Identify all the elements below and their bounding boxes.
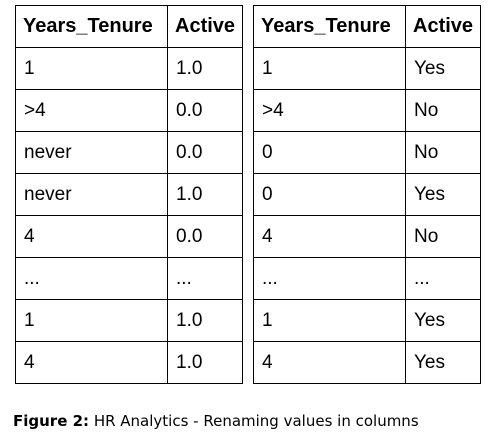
figure-caption-text: HR Analytics - Renaming values in column… [89,412,419,430]
table-row: never 1.0 [15,173,243,216]
table-row: >4 No [253,89,481,132]
table-row: 1 Yes [253,47,481,90]
cell-active: Yes [405,173,481,216]
column-header-years-tenure: Years_Tenure [253,5,406,48]
cell-active: 1.0 [167,299,243,342]
cell-active: 0.0 [167,215,243,258]
cell-years-tenure: 0 [253,131,406,174]
cell-years-tenure: >4 [15,89,168,132]
cell-active: 1.0 [167,173,243,216]
cell-active: 1.0 [167,47,243,90]
cell-years-tenure: 1 [253,299,406,342]
cell-years-tenure: >4 [253,89,406,132]
original-values-table: Years_Tenure Active 1 1.0 >4 0.0 never 0… [15,5,243,384]
cell-active: 0.0 [167,89,243,132]
table-row: 4 1.0 [15,341,243,384]
cell-years-tenure: never [15,131,168,174]
header-row: Years_Tenure Active [15,5,243,48]
cell-years-tenure: 0 [253,173,406,216]
cell-years-tenure: 4 [15,215,168,258]
cell-active: No [405,215,481,258]
cell-active: 0.0 [167,131,243,174]
cell-years-tenure: 4 [253,215,406,258]
table-row: ... ... [253,257,481,300]
table-row: never 0.0 [15,131,243,174]
column-header-active: Active [405,5,481,48]
table-row: 4 No [253,215,481,258]
table-row: 1 Yes [253,299,481,342]
cell-years-tenure: never [15,173,168,216]
table-row: 1 1.0 [15,47,243,90]
table-row: 1 1.0 [15,299,243,342]
column-header-years-tenure: Years_Tenure [15,5,168,48]
cell-years-tenure: ... [15,257,168,300]
cell-active: Yes [405,47,481,90]
cell-years-tenure: 1 [15,47,168,90]
table-row: 4 Yes [253,341,481,384]
column-header-active: Active [167,5,243,48]
cell-active: Yes [405,299,481,342]
table-row: ... ... [15,257,243,300]
cell-active: Yes [405,341,481,384]
cell-active: ... [405,257,481,300]
cell-active: No [405,131,481,174]
cell-years-tenure: ... [253,257,406,300]
renamed-values-table: Years_Tenure Active 1 Yes >4 No 0 No 0 Y… [253,5,481,384]
table-row: >4 0.0 [15,89,243,132]
cell-active: No [405,89,481,132]
table-row: 4 0.0 [15,215,243,258]
cell-years-tenure: 4 [15,341,168,384]
figure-caption: Figure 2: HR Analytics - Renaming values… [13,412,419,430]
cell-years-tenure: 1 [15,299,168,342]
figure-caption-label: Figure 2: [13,412,90,430]
cell-years-tenure: 4 [253,341,406,384]
table-row: 0 No [253,131,481,174]
header-row: Years_Tenure Active [253,5,481,48]
cell-active: ... [167,257,243,300]
cell-years-tenure: 1 [253,47,406,90]
cell-active: 1.0 [167,341,243,384]
table-row: 0 Yes [253,173,481,216]
